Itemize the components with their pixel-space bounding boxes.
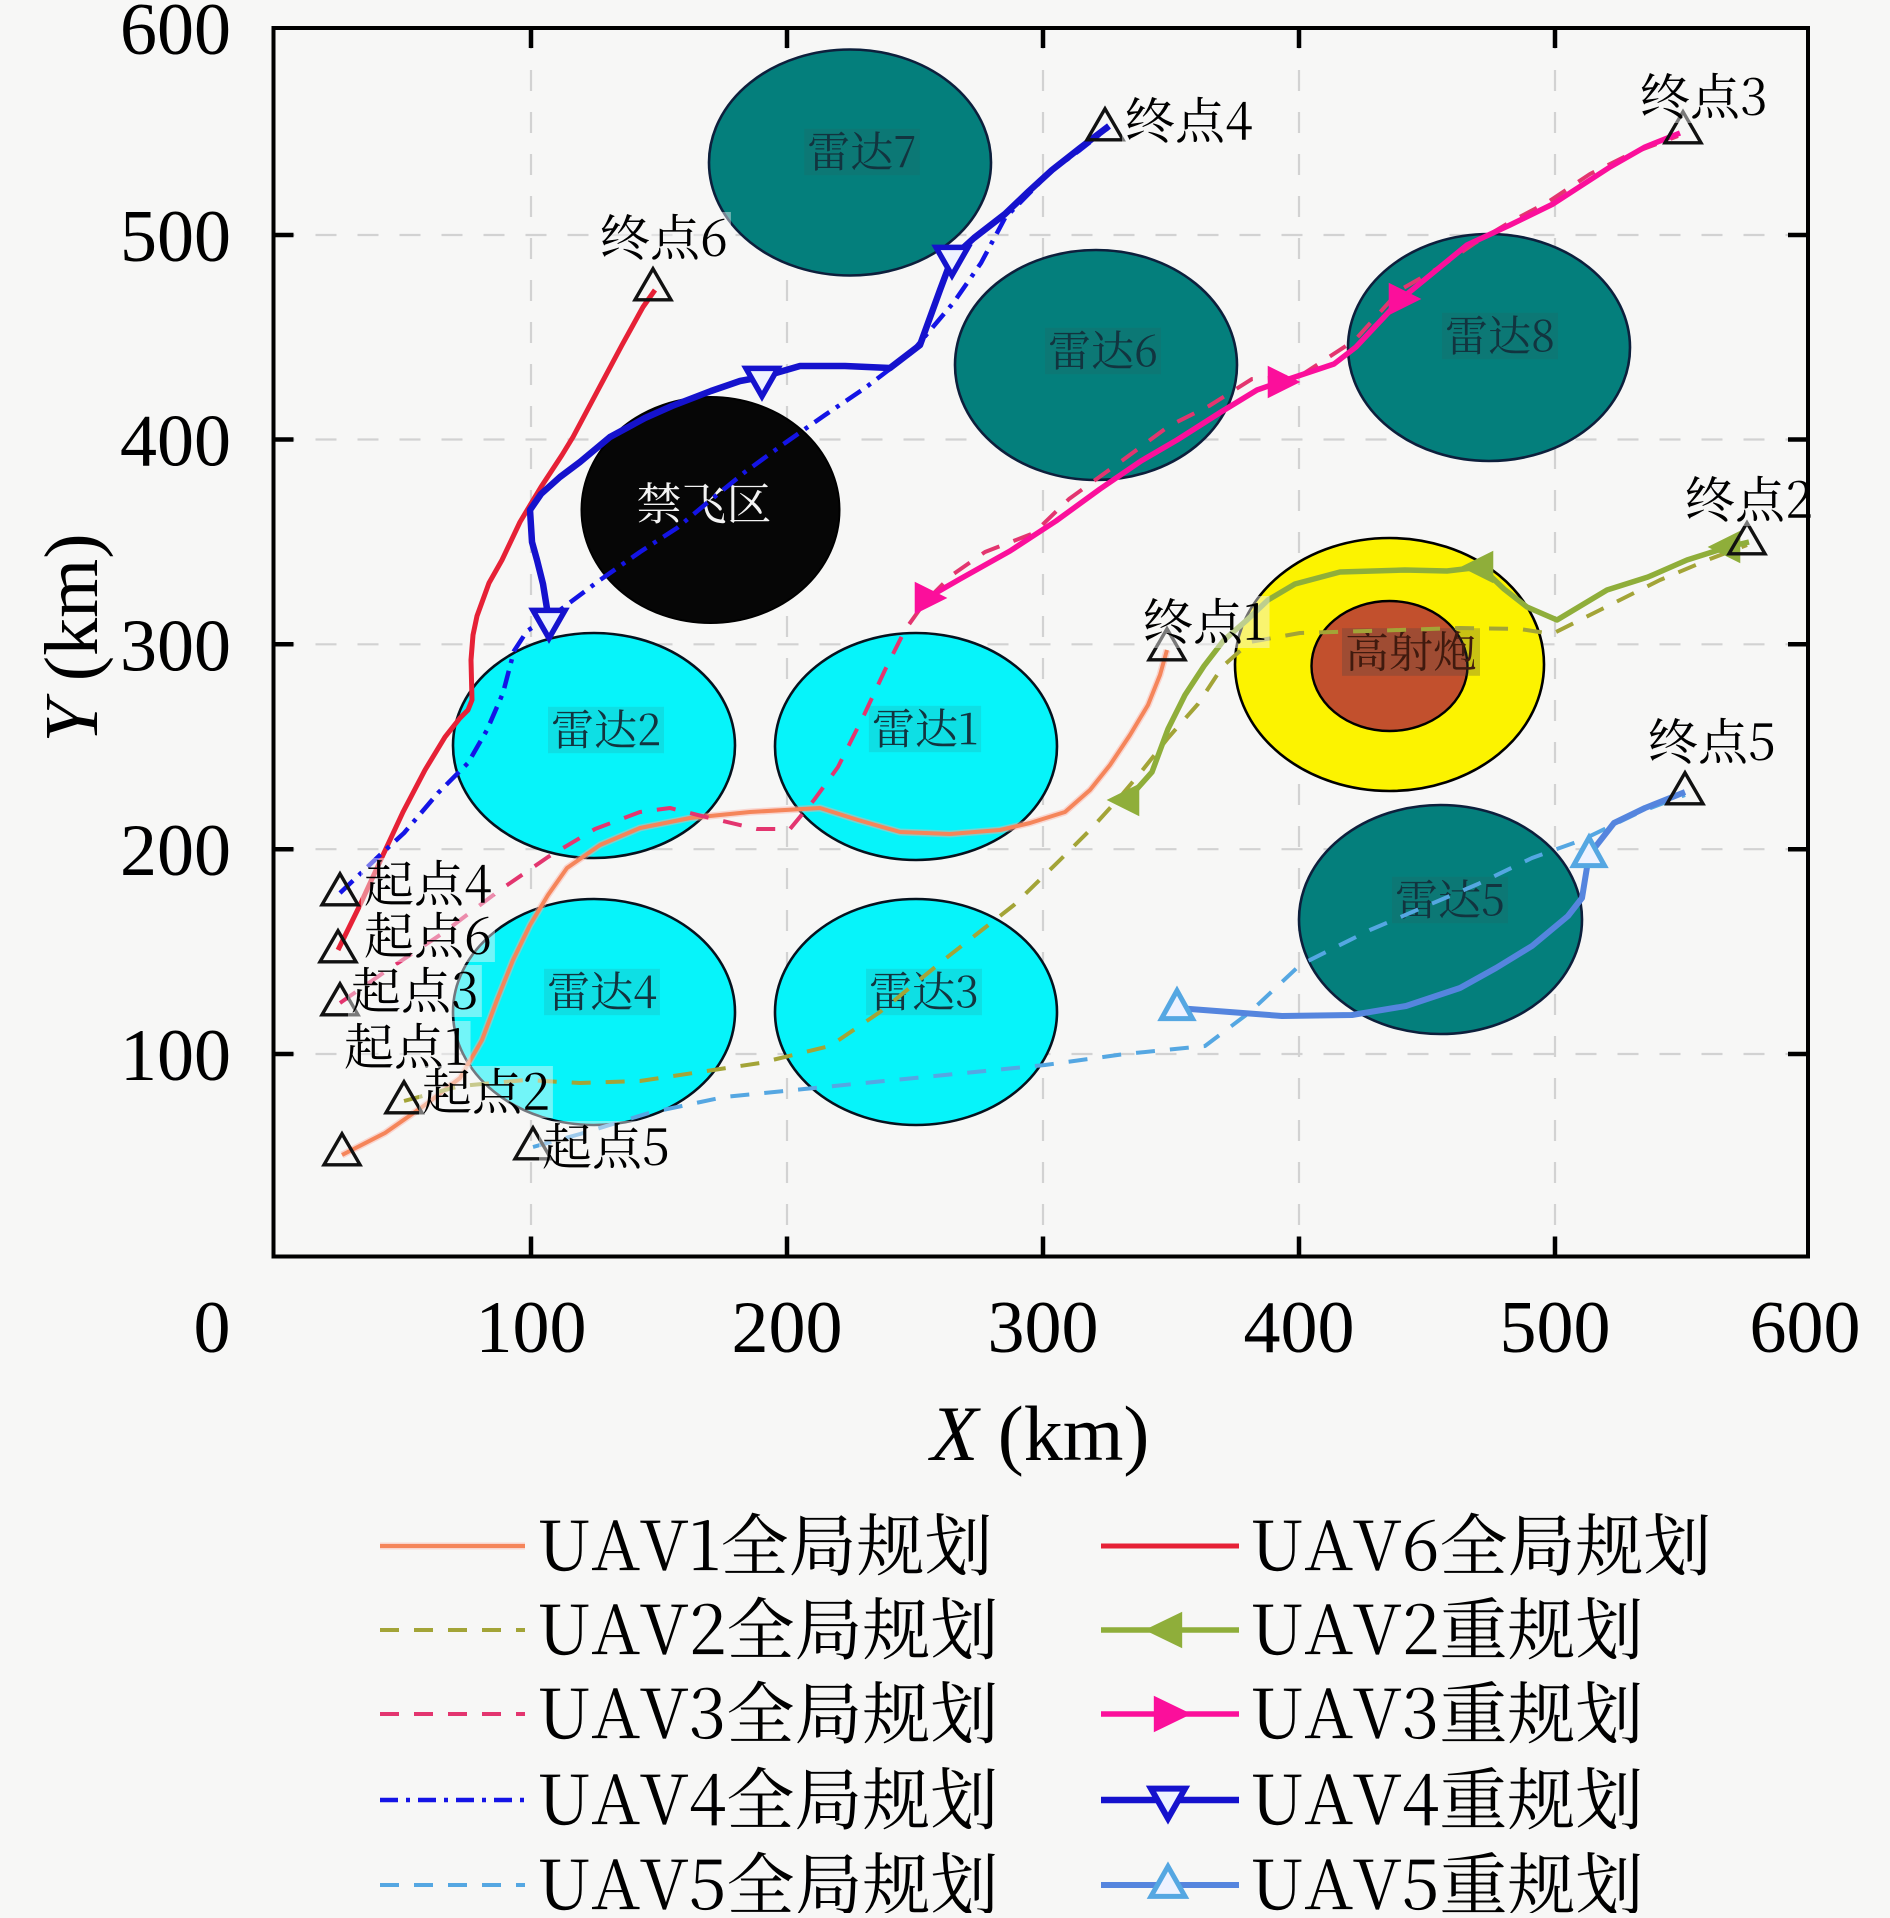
svg-text:600: 600 [1750, 1287, 1861, 1369]
svg-text:100: 100 [476, 1287, 587, 1369]
svg-text:100: 100 [120, 1015, 231, 1097]
svg-text:600: 600 [120, 0, 231, 71]
svg-text:400: 400 [120, 401, 231, 483]
svg-text:200: 200 [120, 810, 231, 892]
svg-text:X (km): X (km) [928, 1390, 1150, 1477]
svg-text:0: 0 [194, 1287, 231, 1369]
svg-text:300: 300 [988, 1287, 1099, 1369]
svg-text:500: 500 [1500, 1287, 1611, 1369]
svg-text:Y (km): Y (km) [30, 533, 114, 742]
svg-text:300: 300 [120, 605, 231, 687]
svg-text:200: 200 [732, 1287, 843, 1369]
svg-text:400: 400 [1244, 1287, 1355, 1369]
svg-text:500: 500 [120, 196, 231, 278]
